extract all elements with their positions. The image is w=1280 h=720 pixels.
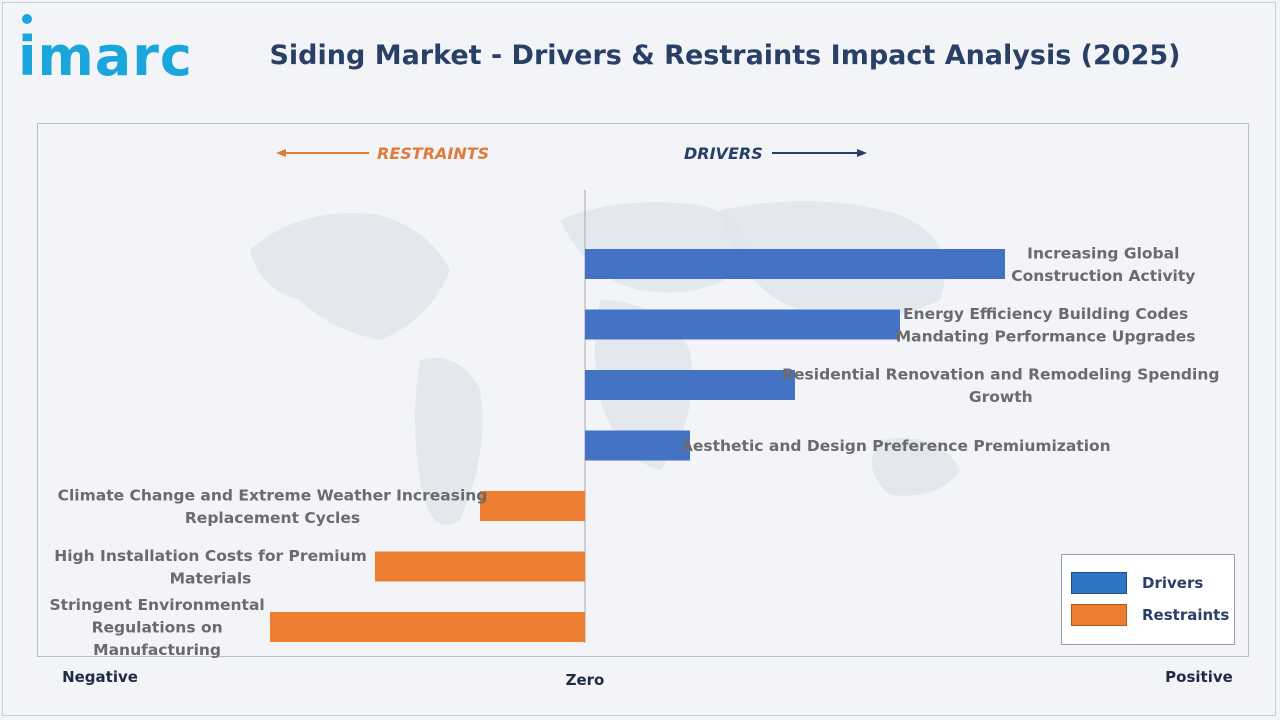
drivers-bar-label: Aesthetic and Design Preference Premiumi… [681, 437, 1111, 455]
restraints-bar [375, 551, 585, 582]
drivers-bar-label: Energy Efficiency Building Codes Mandatin… [896, 305, 1196, 346]
bar-label-line: High Installation Costs for Premium [54, 547, 366, 565]
restraints-bar-label: High Installation Costs for Premium Mater… [54, 547, 366, 588]
legend: Drivers Restraints [1061, 554, 1235, 645]
restraints-bar-label: Stringent Environmental Regulations on Man… [49, 596, 264, 659]
chart-title: Siding Market - Drivers & Restraints Imp… [269, 40, 1181, 71]
bar-label-line: Aesthetic and Design Preference Premiumi… [681, 437, 1111, 455]
bar-label-line: Mandating Performance Upgrades [896, 327, 1196, 345]
axis-label-zero: Zero [566, 671, 605, 689]
legend-label-restraints: Restraints [1142, 606, 1230, 624]
drivers-bar [585, 249, 1005, 279]
restraints-bar-label: Climate Change and Extreme Weather Incre… [58, 486, 488, 527]
drivers-arrow-head [857, 149, 867, 157]
drivers-bar-label: Residential Renovation and Remodeling Sp… [782, 365, 1219, 406]
bar-label-line: Growth [969, 388, 1033, 406]
bar-label-line: Replacement Cycles [185, 509, 360, 527]
world-map-shape [415, 358, 483, 525]
bar-label-line: Energy Efficiency Building Codes [903, 305, 1188, 323]
legend-swatch-restraints [1071, 604, 1127, 626]
imarc-logo: imarc [18, 25, 193, 88]
drivers-bar-label: Increasing Global Construction Activity [1011, 244, 1195, 285]
legend-item-drivers: Drivers [1071, 571, 1203, 595]
restraints-bar [480, 491, 585, 521]
drivers-bar [585, 430, 690, 461]
restraints-direction-label: RESTRAINTS [377, 144, 489, 163]
bar-label-line: Regulations on [92, 619, 223, 637]
drivers-bar [585, 309, 900, 340]
drivers-bar [585, 370, 795, 400]
bar-label-line: Manufacturing [93, 641, 221, 659]
bar-label-line: Residential Renovation and Remodeling Sp… [782, 365, 1219, 383]
axis-label-negative: Negative [62, 668, 138, 686]
world-map-shape [872, 438, 960, 496]
bar-label-line: Materials [170, 569, 252, 587]
axis-label-positive: Positive [1165, 668, 1233, 686]
logo-dot [22, 14, 32, 24]
drivers-direction-label: DRIVERS [684, 144, 763, 163]
legend-swatch-drivers [1071, 572, 1127, 594]
bar-label-line: Increasing Global [1027, 244, 1179, 262]
world-map-shape [250, 213, 450, 340]
restraints-arrow-head [276, 149, 286, 157]
legend-item-restraints: Restraints [1071, 603, 1229, 627]
bar-label-line: Construction Activity [1011, 267, 1195, 285]
bar-label-line: Stringent Environmental [49, 596, 264, 614]
bar-label-line: Climate Change and Extreme Weather Incre… [58, 486, 488, 504]
legend-label-drivers: Drivers [1142, 574, 1204, 592]
restraints-bar [270, 612, 585, 642]
